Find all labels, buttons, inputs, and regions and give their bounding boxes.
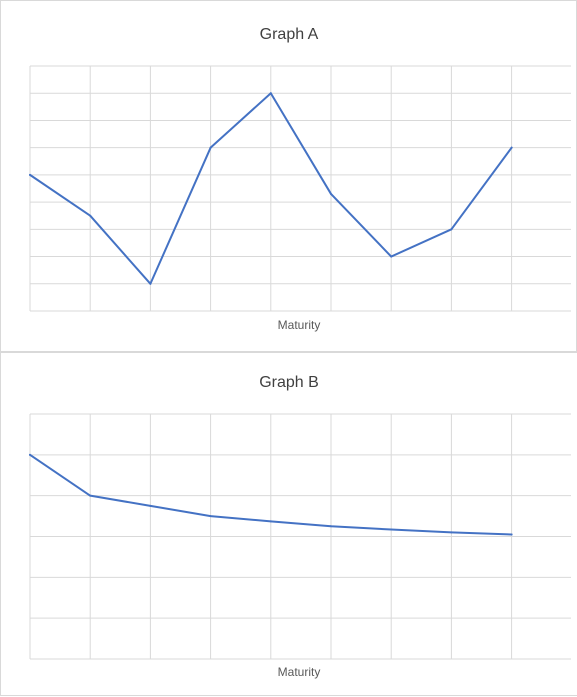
data-point-a-4	[209, 146, 212, 149]
data-point-b-5	[269, 520, 272, 523]
data-point-a-5	[269, 92, 272, 95]
data-point-b-6	[330, 525, 332, 528]
data-point-a-1	[29, 173, 31, 176]
data-point-b-9	[510, 533, 513, 536]
data-point-b-7	[390, 528, 393, 531]
data-point-a-7	[390, 255, 393, 258]
points-a	[29, 92, 513, 285]
chart-panel-b: Graph B Maturity	[0, 352, 577, 696]
data-point-b-8	[450, 531, 453, 534]
grid-a	[29, 65, 571, 312]
chart-svg-b: Graph B Maturity	[29, 374, 571, 679]
data-point-a-3	[149, 282, 152, 285]
grid-b	[29, 413, 571, 660]
points-b	[29, 453, 513, 536]
data-point-a-9	[510, 146, 513, 149]
chart-title-a: Graph A	[260, 26, 319, 43]
chart-svg-a: Graph A Maturity	[29, 26, 571, 332]
data-point-b-4	[209, 515, 212, 518]
data-point-b-3	[149, 504, 152, 507]
data-point-b-1	[29, 453, 31, 456]
data-point-a-2	[89, 214, 92, 217]
x-axis-label-b: Maturity	[278, 665, 321, 679]
data-point-a-6	[330, 192, 332, 195]
data-point-a-8	[450, 228, 453, 231]
chart-title-b: Graph B	[259, 374, 319, 391]
chart-panel-a: Graph A Maturity	[0, 0, 577, 352]
x-axis-label-a: Maturity	[278, 318, 321, 332]
data-point-b-2	[89, 494, 92, 497]
